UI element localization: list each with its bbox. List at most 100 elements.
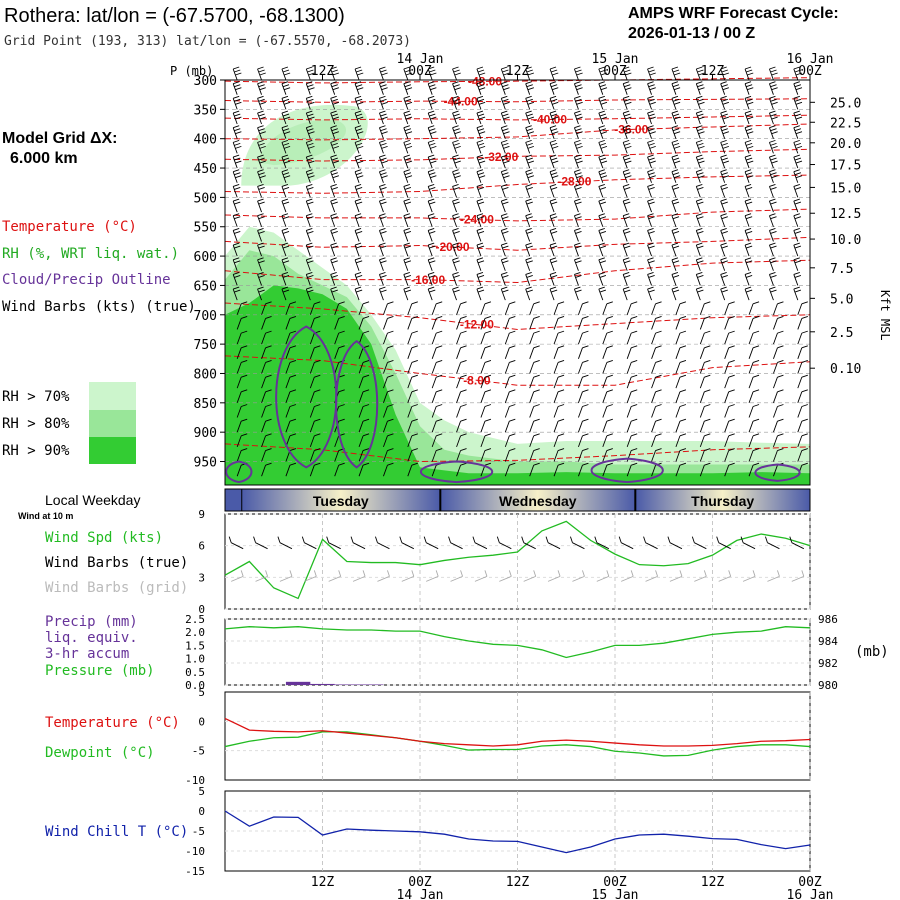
wind-barb-flag bbox=[679, 301, 687, 305]
surface-wind-barb bbox=[230, 542, 244, 550]
wind-barb-flag bbox=[533, 462, 540, 466]
wind-barb bbox=[281, 127, 287, 139]
wind-barb-flag bbox=[673, 116, 681, 120]
wind-barb-flag bbox=[631, 462, 638, 466]
wind-barb bbox=[675, 421, 681, 433]
wind-barb bbox=[769, 200, 774, 213]
wind-barb-flag bbox=[379, 66, 386, 70]
wind-barb bbox=[431, 391, 437, 403]
wind-barb-flag bbox=[307, 69, 314, 73]
wind-barb bbox=[553, 303, 559, 315]
wind-barb bbox=[261, 391, 266, 403]
wind-barb-flag bbox=[697, 260, 704, 264]
wind-barb bbox=[622, 259, 628, 271]
wind-barb-flag bbox=[380, 230, 387, 234]
wind-barb-flag bbox=[259, 116, 266, 120]
wind-barb bbox=[456, 332, 461, 345]
wind-barb-flag bbox=[234, 260, 241, 264]
wind-barb bbox=[744, 215, 750, 227]
wind-barb-flag bbox=[794, 289, 802, 293]
wind-barb bbox=[574, 83, 579, 95]
wind-barb-flag bbox=[793, 66, 800, 70]
wind-barb bbox=[305, 127, 311, 139]
wind-barb bbox=[452, 215, 457, 227]
wind-barb-flag bbox=[777, 301, 784, 305]
wind-barb-flag bbox=[794, 172, 802, 176]
wind-barb-flag bbox=[679, 316, 687, 319]
wind-barb-flag bbox=[697, 98, 704, 102]
bottom-time-tick-label: 00Z bbox=[408, 875, 432, 890]
wind-barb bbox=[281, 112, 287, 125]
wind-barb bbox=[720, 215, 726, 227]
precip-ytick-label: 0.0 bbox=[185, 679, 205, 692]
wind-barb bbox=[699, 362, 705, 374]
wind-barb-flag bbox=[704, 404, 711, 407]
wind-barb-flag bbox=[552, 160, 559, 164]
wind-barb-flag bbox=[235, 131, 242, 135]
wind-barb-flag bbox=[356, 289, 363, 293]
wind-barb bbox=[525, 68, 531, 81]
wind-barb bbox=[695, 259, 701, 271]
wind-barb bbox=[793, 142, 799, 154]
wind-barb-flag bbox=[557, 301, 565, 305]
wind-barb-flag bbox=[747, 131, 754, 135]
wind-barb-flag bbox=[527, 160, 535, 164]
wind-barb-flag bbox=[411, 360, 418, 363]
wind-barb-flag bbox=[606, 316, 613, 319]
wind-barb-flag bbox=[265, 345, 272, 349]
wind-barb bbox=[695, 274, 701, 286]
wind-barb-flag bbox=[436, 389, 443, 393]
wind-barb-flag bbox=[549, 286, 557, 290]
wind-barb bbox=[383, 376, 388, 389]
wind-barb-flag bbox=[241, 330, 248, 334]
wind-barb bbox=[553, 435, 559, 448]
wind-barb-flag bbox=[453, 186, 460, 190]
wind-barb bbox=[744, 186, 750, 198]
surface-wind-barb bbox=[572, 542, 585, 550]
wind-barb bbox=[773, 303, 778, 315]
legend-temperature: Temperature (°C) bbox=[2, 219, 137, 235]
wind-barb-flag bbox=[526, 260, 533, 264]
wind-barb-flag bbox=[379, 139, 386, 143]
wind-barb-flag bbox=[258, 230, 265, 234]
wind-barb bbox=[403, 171, 409, 183]
wind-barb bbox=[797, 362, 803, 374]
wind-barb-flag bbox=[744, 139, 752, 143]
wind-barb-flag bbox=[752, 448, 760, 451]
wind-barb-flag bbox=[265, 389, 272, 393]
wind-barb-flag bbox=[624, 230, 631, 234]
wind-barb-flag bbox=[722, 160, 730, 164]
wind-barb-flag bbox=[234, 142, 241, 146]
wind-barb bbox=[500, 244, 506, 257]
model-grid-value: 6.000 km bbox=[10, 150, 78, 167]
wind-barb-flag bbox=[698, 101, 705, 105]
wind-barb bbox=[602, 406, 608, 418]
wind-barb bbox=[330, 200, 336, 213]
wind-barb-flag bbox=[655, 433, 662, 437]
wind-barb-flag bbox=[744, 272, 752, 275]
wind-barb-flag bbox=[697, 84, 704, 88]
wind-barb-flag bbox=[526, 216, 533, 220]
wind-speed-line bbox=[224, 520, 811, 600]
wind-barb bbox=[354, 156, 360, 169]
wind-ytick-label: 9 bbox=[198, 508, 205, 521]
wind-barb-flag bbox=[314, 433, 321, 437]
wind-barb-flag bbox=[362, 374, 370, 378]
wind-barb-flag bbox=[281, 154, 289, 158]
wind-barb-flag bbox=[697, 216, 704, 220]
wind-barb-flag bbox=[770, 69, 777, 73]
height-tick-label: 15.0 bbox=[830, 181, 861, 196]
time-tick-label: 00Z bbox=[603, 64, 627, 79]
wind-barb bbox=[407, 362, 413, 374]
wind-barb-flag bbox=[362, 316, 370, 319]
wind-barb-flag bbox=[552, 116, 559, 120]
wind-barb-flag bbox=[501, 125, 508, 129]
wind-barb-flag bbox=[551, 128, 558, 132]
wind-barb-flag bbox=[599, 157, 607, 161]
wind-barb bbox=[651, 465, 656, 477]
wind-barb-flag bbox=[484, 448, 492, 451]
wind-barb bbox=[476, 68, 482, 81]
wind-barb bbox=[285, 391, 291, 403]
wind-barb-flag bbox=[697, 289, 704, 293]
wind-barb-flag bbox=[484, 374, 492, 378]
